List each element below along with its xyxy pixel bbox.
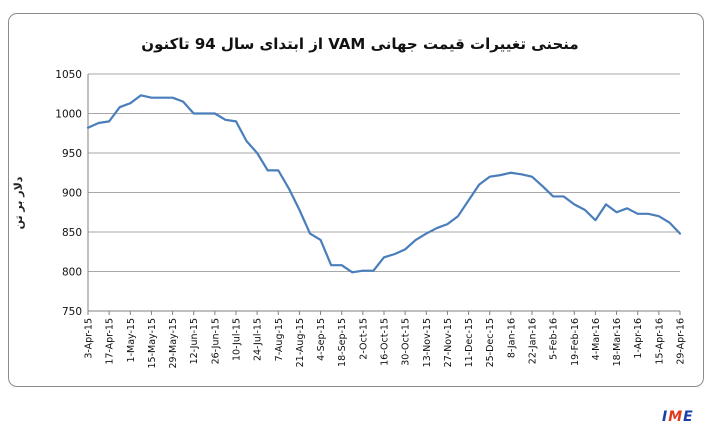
x-tick-label: 12-Jun-15: [189, 318, 200, 364]
x-tick-label: 27-Nov-15: [443, 318, 454, 367]
x-tick-label: 21-Aug-15: [295, 318, 306, 367]
x-tick-label: 4-Sep-15: [316, 318, 327, 361]
chart-frame: [8, 13, 704, 387]
x-tick-label: 1-Apr-16: [633, 318, 644, 359]
x-tick-label: 18-Sep-15: [337, 318, 348, 367]
x-tick-label: 5-Feb-16: [549, 318, 560, 360]
x-tick-label: 7-Aug-15: [274, 318, 285, 361]
x-tick-label: 4-Mar-16: [591, 318, 602, 360]
y-tick-label: 950: [62, 148, 82, 160]
x-tick-label: 15-May-15: [147, 318, 158, 369]
series-line: [86, 94, 682, 274]
x-tick-label: 13-Nov-15: [422, 318, 433, 367]
chart-title: منحنی تغییرات قیمت جهانی VAM از ابتدای س…: [141, 35, 579, 53]
ime-logo: IME: [662, 409, 694, 425]
series: [86, 94, 682, 274]
y-tick-label: 900: [62, 188, 82, 200]
x-tick-label: 18-Mar-16: [612, 318, 623, 366]
x-tick-label: 24-Jul-15: [253, 318, 264, 361]
x-tick-label: 22-Jan-16: [528, 318, 539, 364]
x-tick-label: 29-May-15: [168, 318, 179, 369]
x-tick-label: 8-Jan-16: [506, 318, 517, 358]
x-tick-label: 17-Apr-15: [105, 318, 116, 365]
y-tick-labels: 750 800 850 900 950 1000 1050: [55, 69, 82, 318]
x-tick-label: 2-Oct-15: [358, 318, 369, 360]
x-tick-label: 16-Oct-15: [380, 318, 391, 366]
x-tick-label: 19-Feb-16: [570, 318, 581, 366]
x-tick-label: 15-Apr-16: [654, 318, 665, 365]
x-tick-label: 11-Dec-15: [464, 318, 475, 367]
axes: [87, 74, 681, 315]
gridlines: [88, 73, 680, 312]
x-tick-label: 30-Oct-15: [401, 318, 412, 366]
y-tick-label: 1050: [55, 69, 82, 81]
y-tick-label: 750: [62, 306, 82, 318]
y-tick-label: 800: [62, 267, 82, 279]
x-tick-label: 3-Apr-15: [84, 318, 95, 359]
x-tick-label: 26-Jun-15: [210, 318, 221, 364]
x-tick-label: 1-May-15: [126, 318, 137, 362]
y-tick-label: 850: [62, 227, 82, 239]
x-tick-label: 29-Apr-16: [676, 318, 687, 365]
x-tick-label: 25-Dec-15: [485, 318, 496, 367]
x-tick-labels: 3-Apr-15 17-Apr-15 1-May-15 15-May-15 29-May…: [84, 318, 687, 369]
x-tick-label: 10-Jul-15: [232, 318, 243, 361]
y-tick-label: 1000: [55, 109, 82, 121]
